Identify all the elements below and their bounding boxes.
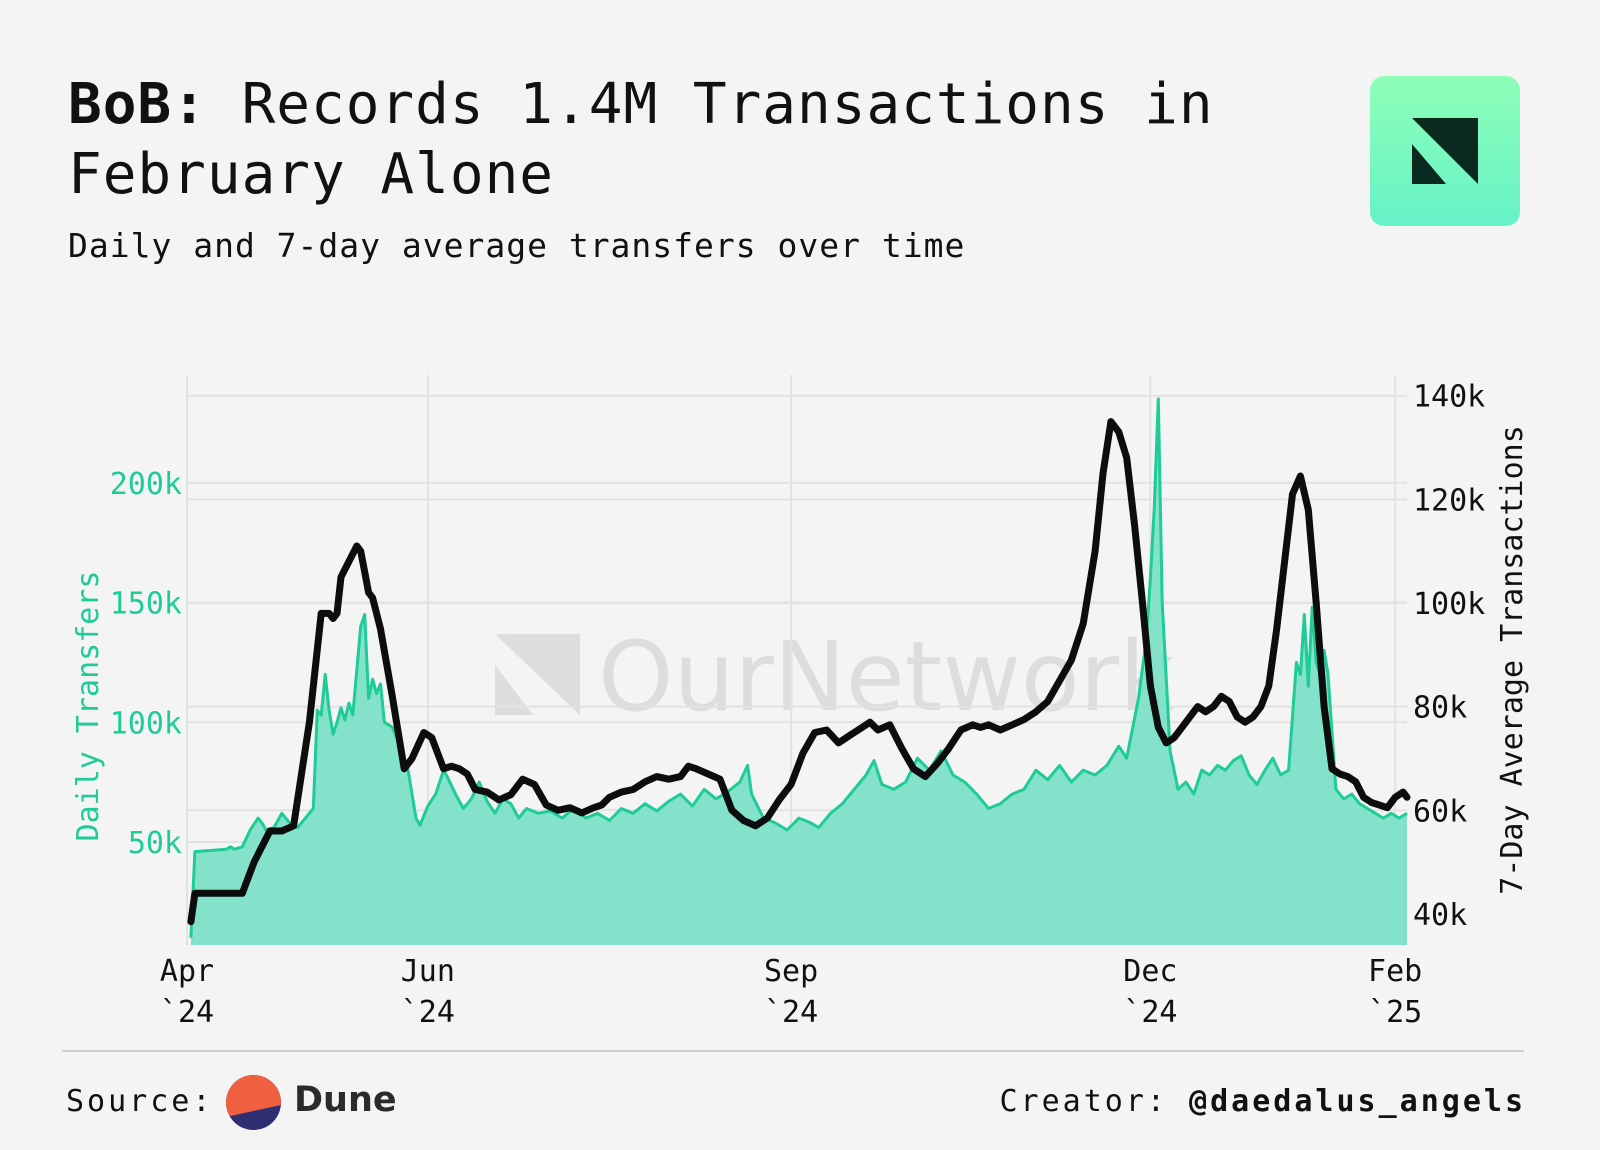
x-tick-label-year: `24 xyxy=(1123,995,1177,1030)
title-bold-part: BoB: xyxy=(68,72,207,137)
x-tick-label-year: `24 xyxy=(764,995,818,1030)
left-tick-label: 150k xyxy=(110,587,182,622)
left-axis-label: Daily Transfers xyxy=(71,571,106,842)
x-tick-label-year: `24 xyxy=(160,995,214,1030)
x-tick-label: Jun xyxy=(401,954,455,989)
x-tick-label: Sep xyxy=(764,954,818,989)
right-tick-label: 60k xyxy=(1413,794,1467,829)
source-name: Dune xyxy=(294,1080,397,1120)
left-tick-label: 200k xyxy=(110,467,182,502)
watermark-text: OurNetwork xyxy=(598,621,1175,733)
footer-divider xyxy=(62,1050,1524,1052)
x-tick-label: Apr xyxy=(160,954,214,989)
left-tick-label: 50k xyxy=(128,826,182,861)
watermark: OurNetwork xyxy=(495,621,1175,733)
title-rest-part: Records 1.4M Transactions in February Al… xyxy=(68,72,1214,207)
watermark-logo-icon xyxy=(495,634,580,715)
x-tick-label-year: `24 xyxy=(401,995,455,1030)
transfers-chart: OurNetwork 50k 100k 150k 200k 40k 60k 80k 100k… xyxy=(71,375,1530,1030)
creator-handle: @daedalus_angels xyxy=(1189,1084,1526,1119)
right-tick-label: 100k xyxy=(1413,587,1485,622)
right-tick-label: 120k xyxy=(1413,483,1485,518)
creator-credit: Creator: @daedalus_angels xyxy=(999,1084,1526,1119)
right-tick-label: 80k xyxy=(1413,691,1467,726)
x-axis: Apr `24 Jun `24 Sep `24 Dec `24 Feb `25 xyxy=(160,954,1422,1030)
dune-logo-icon xyxy=(226,1075,281,1130)
daily-transfers-area xyxy=(190,398,1407,945)
x-tick-label: Dec xyxy=(1123,954,1177,989)
seven-day-average-series xyxy=(187,418,1411,926)
right-axis: 40k 60k 80k 100k 120k 140k xyxy=(1413,380,1485,933)
seven-day-average-line xyxy=(187,418,1411,926)
left-tick-label: 100k xyxy=(110,706,182,741)
logo-mark-icon xyxy=(1412,118,1478,184)
right-tick-label: 40k xyxy=(1413,898,1467,933)
creator-label: Creator: xyxy=(999,1084,1168,1119)
right-tick-label: 140k xyxy=(1413,380,1485,415)
ournetwork-logo xyxy=(1370,76,1520,226)
source-label: Source: xyxy=(66,1084,214,1119)
x-tick-label-year: `25 xyxy=(1368,995,1422,1030)
chart-subtitle: Daily and 7-day average transfers over t… xyxy=(68,226,966,265)
right-axis-label: 7-Day Average Transactions xyxy=(1495,425,1530,895)
x-tick-label: Feb xyxy=(1368,954,1422,989)
chart-title: BoB: Records 1.4M Transactions in Februa… xyxy=(68,70,1308,210)
left-axis: 50k 100k 150k 200k xyxy=(110,467,182,861)
